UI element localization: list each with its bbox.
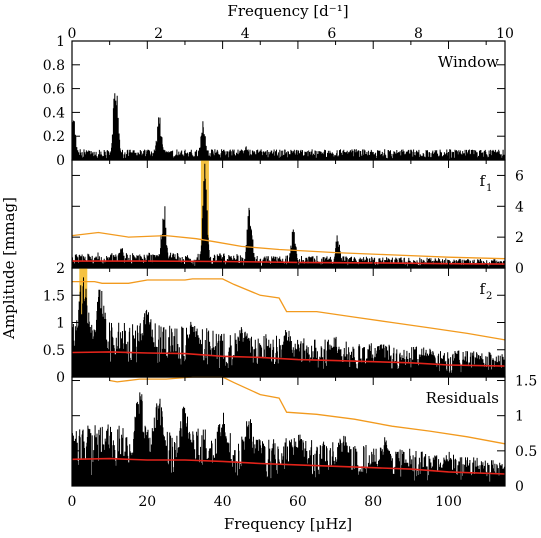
y-tick-label: 0.8	[43, 58, 65, 74]
panel-label-subscript: 2	[486, 291, 492, 302]
panel-f1: 0 2 4 6 f 1	[71, 159, 524, 277]
y-tick-label: 2	[56, 261, 65, 277]
panel-window: 0 0.2 0.4 0.6 0.8 1 Window	[43, 34, 506, 169]
noise-curve	[71, 351, 506, 367]
top-tick-label: 0	[68, 26, 77, 42]
top-tick-label: 4	[241, 26, 250, 42]
panel-label-window: Window	[438, 53, 499, 71]
amplitude-spectrum	[71, 93, 506, 160]
significance-curve	[71, 231, 506, 260]
panel-label-f2: f	[479, 280, 486, 298]
panel-label-f1: f	[479, 172, 486, 190]
panel-frame	[71, 376, 506, 487]
y-tick-label: 1	[515, 409, 524, 425]
amplitude-spectrum	[71, 163, 506, 268]
y-tick-label: 0	[56, 153, 65, 169]
amplitude-spectrum	[71, 277, 506, 377]
significance-curve	[72, 278, 506, 341]
bottom-tick-label: 0	[68, 494, 77, 510]
y-tick-label: 0	[515, 479, 524, 495]
y-tick-label: 2	[515, 230, 524, 246]
y-tick-label: 0	[515, 261, 524, 277]
panel-label-subscript: 1	[486, 183, 492, 194]
significance-curve	[109, 376, 506, 445]
top-tick-label: 8	[414, 26, 423, 42]
y-tick-label: 1	[56, 34, 65, 50]
y-tick-label: 0.2	[43, 129, 65, 145]
panel-residuals: 0 0.5 1 1.5 Residuals	[71, 374, 537, 495]
y-tick-label: 6	[515, 168, 524, 184]
y-tick-label: 0	[56, 370, 65, 386]
y-axis-title: Amplitude [mmag]	[0, 197, 18, 340]
y-tick-label: 0.6	[43, 82, 65, 98]
y-tick-label: 1.5	[43, 288, 65, 304]
bottom-tick-label: 80	[364, 494, 382, 510]
y-tick-label: 1.5	[515, 374, 537, 390]
panel-frame	[71, 159, 506, 269]
top-tick-label: 10	[496, 26, 514, 42]
bottom-axis-title: Frequency [μHz]	[224, 515, 352, 533]
bottom-tick-label: 100	[435, 494, 462, 510]
y-tick-label: 0.4	[43, 105, 65, 121]
y-tick-label: 0.5	[515, 444, 537, 460]
y-tick-label: 1	[56, 316, 65, 332]
panel-f2: 00.511.52f 2	[43, 261, 506, 386]
top-tick-label: 2	[154, 26, 163, 42]
noise-curve	[71, 457, 506, 475]
bottom-tick-label: 20	[138, 494, 156, 510]
bottom-tick-label: 40	[214, 494, 232, 510]
top-axis-title: Frequency [d⁻¹]	[227, 2, 348, 20]
bottom-tick-label: 60	[289, 494, 307, 510]
y-tick-label: 4	[515, 199, 524, 215]
panel-label-residuals: Residuals	[426, 389, 499, 407]
top-tick-label: 6	[327, 26, 336, 42]
y-tick-label: 0.5	[43, 343, 65, 359]
